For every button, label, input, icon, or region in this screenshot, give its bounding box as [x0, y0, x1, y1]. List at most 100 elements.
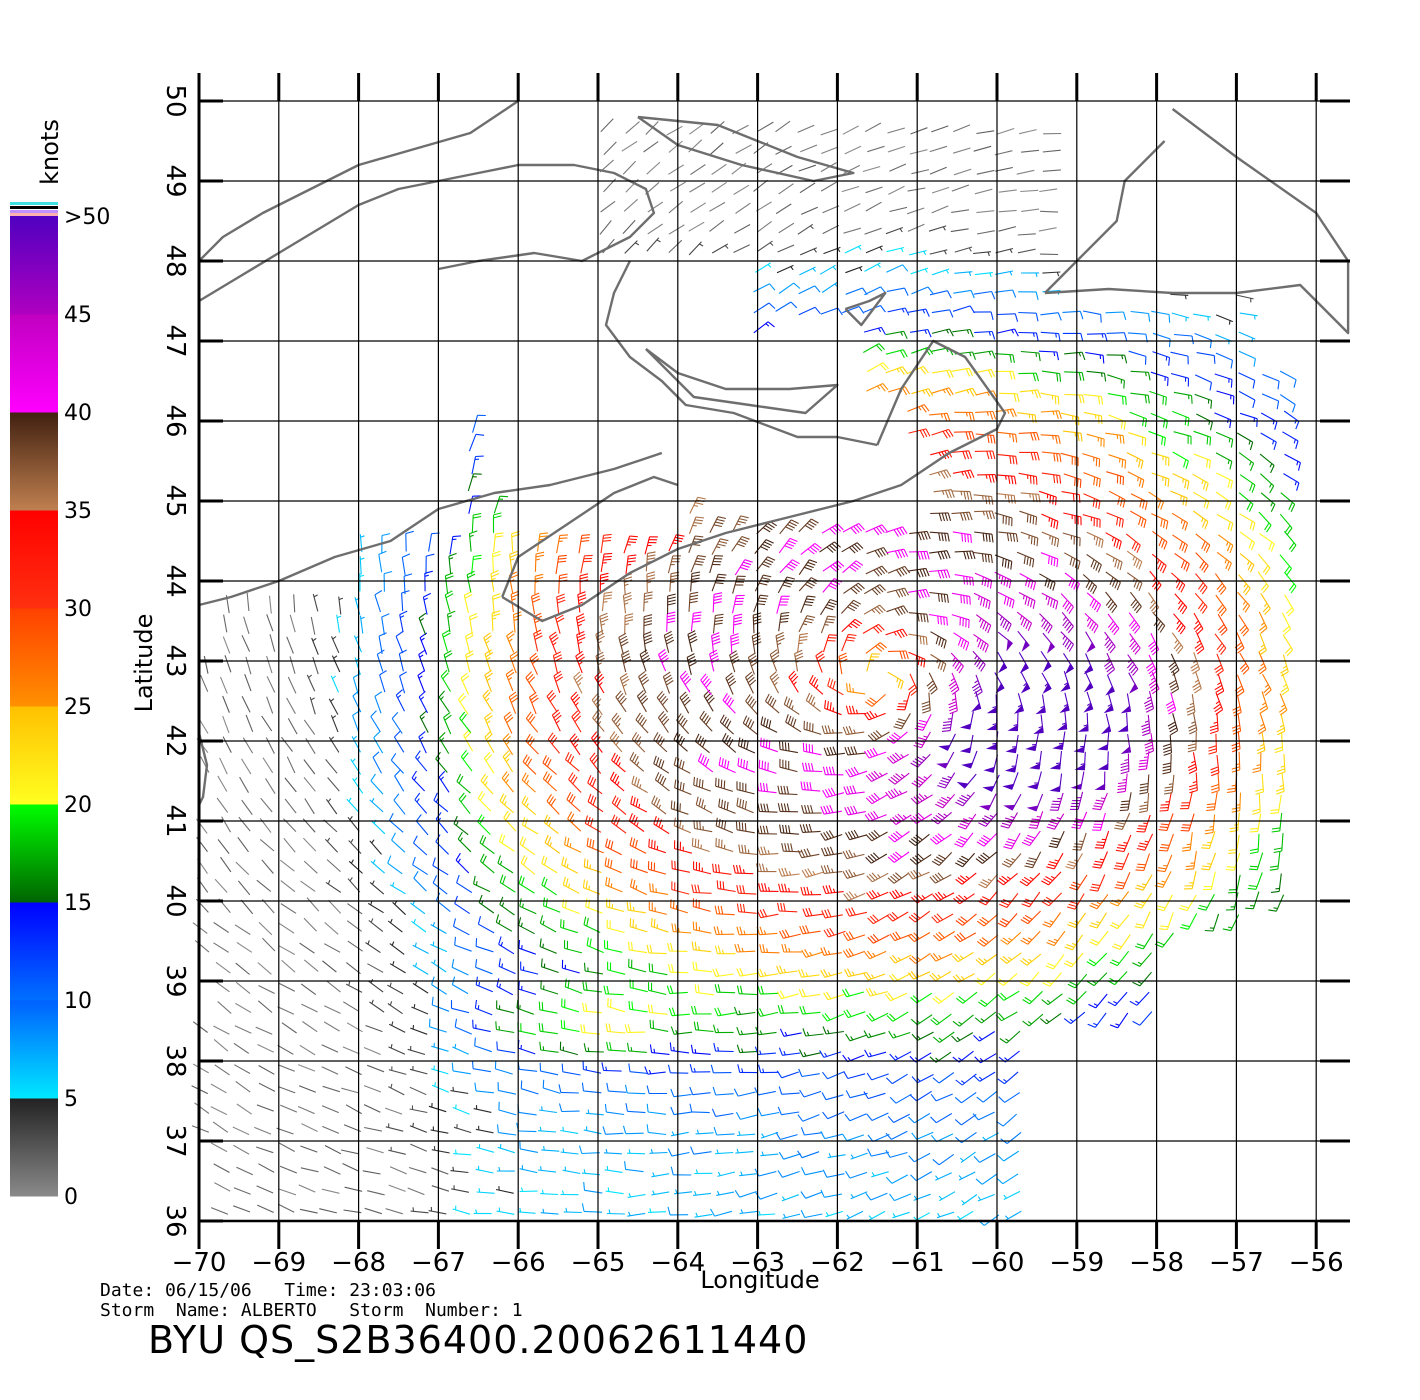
wind-barb — [1046, 852, 1064, 870]
wind-barb — [757, 240, 774, 252]
wind-barb — [604, 1166, 623, 1173]
wind-barb — [693, 1021, 714, 1033]
wind-barb — [1150, 371, 1169, 386]
wind-barb — [711, 243, 729, 254]
wind-barb — [589, 752, 602, 774]
wind-barb — [1089, 874, 1106, 892]
wind-barb — [710, 1064, 732, 1074]
wind-barb — [383, 570, 393, 592]
wind-barb — [822, 205, 840, 214]
wind-barb — [646, 1085, 668, 1095]
wind-barb — [982, 774, 1000, 792]
wind-barb — [348, 859, 363, 874]
wind-barb — [679, 670, 692, 693]
wind-barb — [1000, 812, 1018, 829]
colorbar-band — [10, 608, 58, 707]
wind-barb — [908, 673, 918, 696]
wind-barb — [798, 559, 818, 576]
colorbar-stripe — [10, 213, 58, 216]
wind-barb — [648, 901, 667, 915]
wind-barb — [887, 587, 909, 598]
wind-barb — [432, 857, 449, 876]
wind-barb — [690, 611, 702, 632]
wind-barb — [224, 655, 232, 673]
wind-barb — [508, 691, 519, 714]
wind-barb — [622, 219, 636, 234]
wind-barb — [369, 999, 385, 1013]
wind-barb — [1002, 772, 1019, 790]
colorbar-tick-label: 30 — [64, 597, 92, 622]
wind-barb — [194, 940, 210, 953]
wind-barb — [1005, 734, 1019, 754]
wind-barb — [325, 880, 342, 893]
wind-barb — [1040, 331, 1061, 342]
wind-barb — [216, 797, 229, 813]
wind-barb — [1249, 852, 1264, 871]
wind-barb — [1072, 832, 1087, 851]
wind-barb — [714, 945, 736, 955]
wind-barb — [444, 572, 454, 594]
wind-barb — [735, 821, 755, 834]
wind-barb — [822, 224, 840, 235]
wind-barb — [582, 981, 602, 993]
wind-barb — [622, 1125, 644, 1135]
wind-barb — [496, 1041, 516, 1054]
wind-barb — [871, 1171, 889, 1178]
wind-barb — [911, 1131, 934, 1140]
wind-barb — [537, 1126, 557, 1133]
lat-tick-label: 43 — [160, 644, 190, 677]
wind-barb — [646, 571, 656, 593]
wind-barb — [1105, 553, 1123, 571]
wind-barb — [649, 1149, 668, 1154]
wind-barb — [688, 516, 705, 534]
wind-barb — [886, 548, 909, 559]
wind-barb — [239, 776, 249, 793]
wind-barb — [1216, 472, 1234, 490]
wind-barb — [1194, 592, 1208, 614]
wind-barb — [932, 1072, 955, 1084]
wind-barb — [496, 1124, 517, 1136]
wind-barb — [1210, 754, 1220, 777]
wind-barb — [605, 1187, 624, 1195]
wind-barb — [997, 651, 1008, 674]
wind-barb — [279, 1165, 298, 1174]
wind-barb — [1279, 370, 1297, 388]
wind-barb — [737, 1131, 756, 1137]
wind-barb — [431, 1042, 449, 1052]
wind-barb — [591, 731, 603, 753]
wind-barb — [258, 1163, 275, 1173]
wind-barb — [973, 251, 992, 257]
wind-barb — [671, 860, 691, 873]
wind-barb — [378, 632, 387, 654]
wind-barb — [908, 971, 931, 980]
wind-barb — [913, 731, 931, 749]
wind-barb — [887, 1113, 910, 1123]
wind-barb — [1086, 592, 1102, 613]
wind-barb — [540, 1208, 559, 1215]
wind-barb — [753, 302, 776, 314]
wind-barb — [865, 852, 888, 864]
wind-barb — [1070, 791, 1084, 810]
wind-barb — [1029, 750, 1042, 770]
wind-barb — [369, 880, 385, 895]
wind-barb — [262, 937, 276, 952]
wind-barb — [471, 1060, 491, 1073]
wind-barb — [657, 711, 670, 733]
wind-barb — [1132, 952, 1152, 967]
wind-barb — [778, 867, 800, 877]
colorbar-stripe — [10, 202, 58, 205]
wind-barb — [1260, 432, 1277, 451]
wind-barb — [1170, 351, 1189, 365]
wind-barb — [577, 591, 587, 613]
wind-barb — [1283, 531, 1297, 553]
wind-barb — [367, 900, 384, 914]
wind-barb — [1247, 872, 1263, 890]
wind-barb — [328, 736, 340, 753]
lat-tick-label: 44 — [160, 564, 190, 597]
wind-barb — [256, 1146, 274, 1154]
wind-barb — [602, 1126, 624, 1135]
wind-barb — [1262, 673, 1272, 696]
wind-barb — [452, 1043, 469, 1055]
wind-barb — [1261, 393, 1280, 410]
